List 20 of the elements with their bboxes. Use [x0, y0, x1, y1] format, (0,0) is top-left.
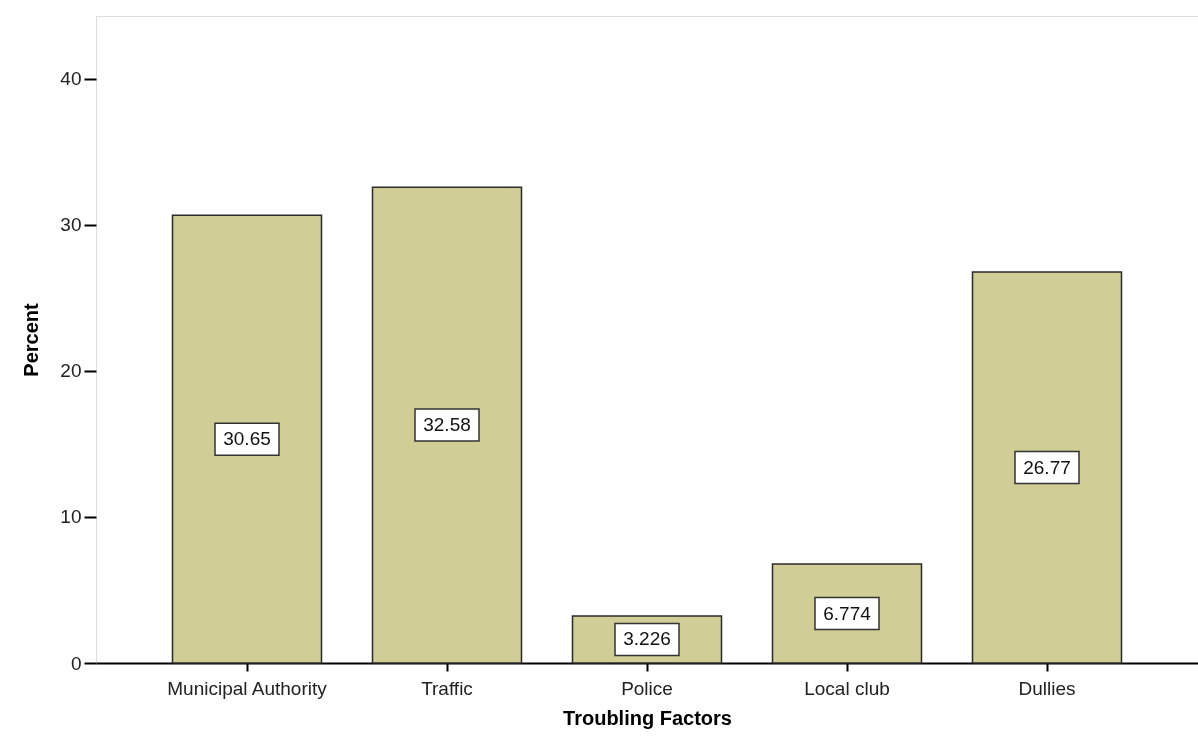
x-tick-label: Police	[621, 677, 673, 699]
x-axis-title: Troubling Factors	[563, 706, 732, 729]
bar	[371, 186, 523, 664]
bar	[171, 214, 323, 664]
x-tick-label: Local club	[804, 677, 890, 699]
y-axis-title: Percent	[20, 302, 43, 377]
y-tick-label: 40	[60, 68, 82, 90]
x-tick-label: Municipal Authority	[167, 677, 328, 699]
data-label: 6.774	[823, 602, 872, 624]
data-label: 26.77	[1023, 456, 1071, 478]
y-tick-label: 0	[70, 652, 82, 674]
data-label: 32.58	[423, 414, 471, 436]
data-label: 30.65	[223, 428, 271, 450]
bar	[971, 271, 1123, 664]
y-tick-label: 30	[60, 214, 82, 236]
x-tick-label: Traffic	[421, 677, 473, 699]
y-tick-label: 20	[60, 360, 82, 382]
data-label: 3.226	[623, 628, 671, 650]
x-tick-label: Dullies	[1018, 677, 1076, 699]
y-tick-label: 10	[60, 506, 82, 528]
